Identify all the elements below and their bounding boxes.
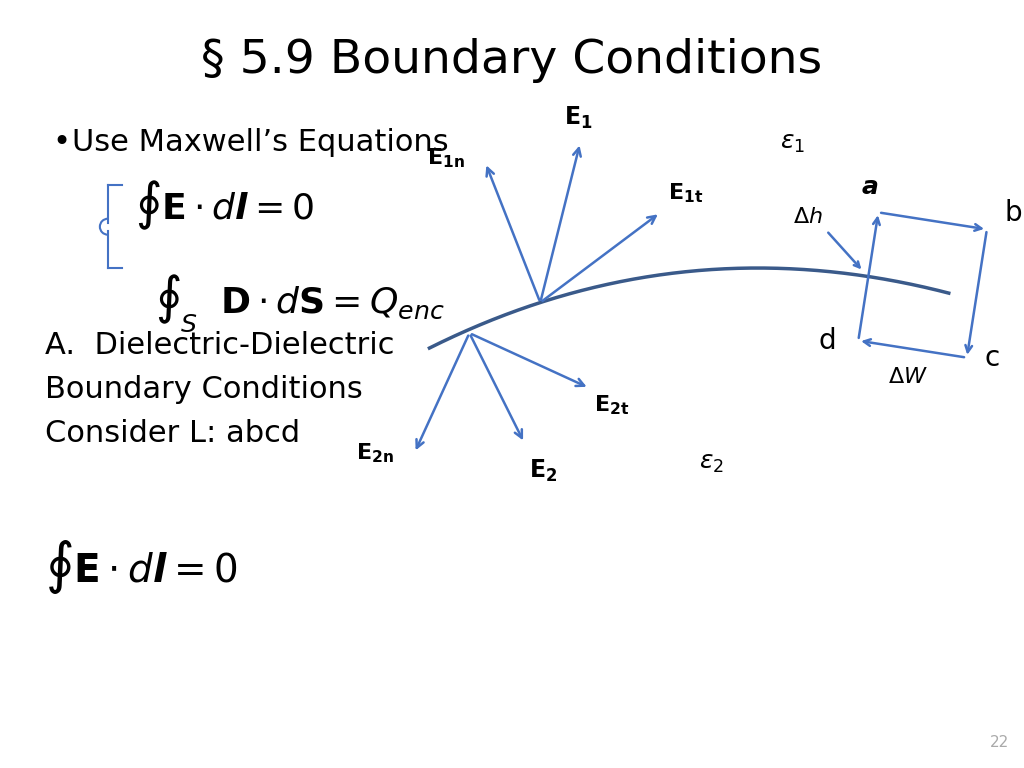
Text: $\mathbf{E_{1t}}$: $\mathbf{E_{1t}}$ (668, 181, 703, 204)
Text: $\varepsilon_1$: $\varepsilon_1$ (780, 131, 805, 155)
Text: c: c (985, 343, 1000, 372)
Text: Use Maxwell’s Equations: Use Maxwell’s Equations (72, 128, 449, 157)
Text: § 5.9 Boundary Conditions: § 5.9 Boundary Conditions (201, 38, 822, 84)
Text: $\Delta W$: $\Delta W$ (888, 367, 928, 387)
Text: 22: 22 (989, 734, 1009, 750)
Text: $\Delta h$: $\Delta h$ (794, 207, 823, 227)
Text: $\mathbf{E_2}$: $\mathbf{E_2}$ (529, 458, 558, 484)
Text: $\mathbf{E_{2t}}$: $\mathbf{E_{2t}}$ (594, 393, 630, 416)
Text: a: a (862, 175, 879, 200)
Text: $\oint \mathbf{E} \cdot d\boldsymbol{l} = 0$: $\oint \mathbf{E} \cdot d\boldsymbol{l} … (135, 178, 314, 232)
Text: Boundary Conditions: Boundary Conditions (45, 375, 362, 404)
Text: $\mathbf{E_1}$: $\mathbf{E_1}$ (564, 104, 593, 131)
Text: $\oint \mathbf{E} \cdot d\boldsymbol{l} = 0$: $\oint \mathbf{E} \cdot d\boldsymbol{l} … (45, 538, 238, 596)
Text: A.  Dielectric-Dielectric: A. Dielectric-Dielectric (45, 331, 394, 360)
Text: $\mathbf{E_{1n}}$: $\mathbf{E_{1n}}$ (427, 146, 465, 170)
Text: Consider L: abcd: Consider L: abcd (45, 419, 300, 448)
Text: $\mathbf{E_{2n}}$: $\mathbf{E_{2n}}$ (356, 441, 394, 465)
Text: $\oint_S\ \ \mathbf{D} \cdot d\mathbf{S} = Q_{enc}$: $\oint_S\ \ \mathbf{D} \cdot d\mathbf{S}… (155, 273, 444, 334)
Text: b: b (1005, 200, 1023, 227)
Text: •: • (52, 128, 70, 157)
Text: d: d (819, 326, 837, 355)
Text: $\varepsilon_2$: $\varepsilon_2$ (699, 451, 724, 475)
